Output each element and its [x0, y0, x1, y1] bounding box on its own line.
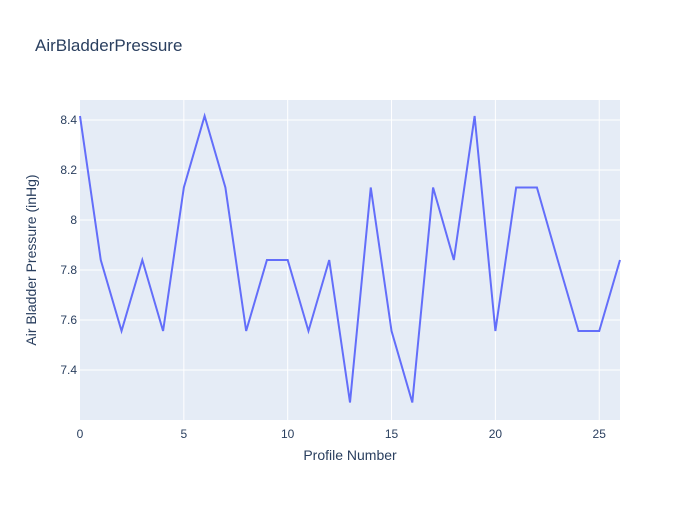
- x-tick-label: 0: [77, 427, 84, 441]
- y-tick-label: 8.2: [60, 163, 77, 177]
- y-tick-label: 7.4: [60, 363, 77, 377]
- x-tick-label: 10: [281, 427, 295, 441]
- x-tick-label: 5: [181, 427, 188, 441]
- y-tick-label: 8: [70, 213, 77, 227]
- y-tick-label: 7.6: [60, 313, 77, 327]
- chart-title: AirBladderPressure: [35, 36, 182, 55]
- y-tick-label: 8.4: [60, 113, 77, 127]
- x-tick-label: 20: [489, 427, 503, 441]
- x-tick-label: 15: [385, 427, 399, 441]
- y-axis-label: Air Bladder Pressure (inHg): [23, 174, 39, 345]
- plot-area: [80, 100, 620, 420]
- series-line: [79, 112, 621, 403]
- y-tick-label: 7.8: [60, 263, 77, 277]
- x-tick-label: 25: [593, 427, 607, 441]
- x-axis-label: Profile Number: [303, 447, 397, 463]
